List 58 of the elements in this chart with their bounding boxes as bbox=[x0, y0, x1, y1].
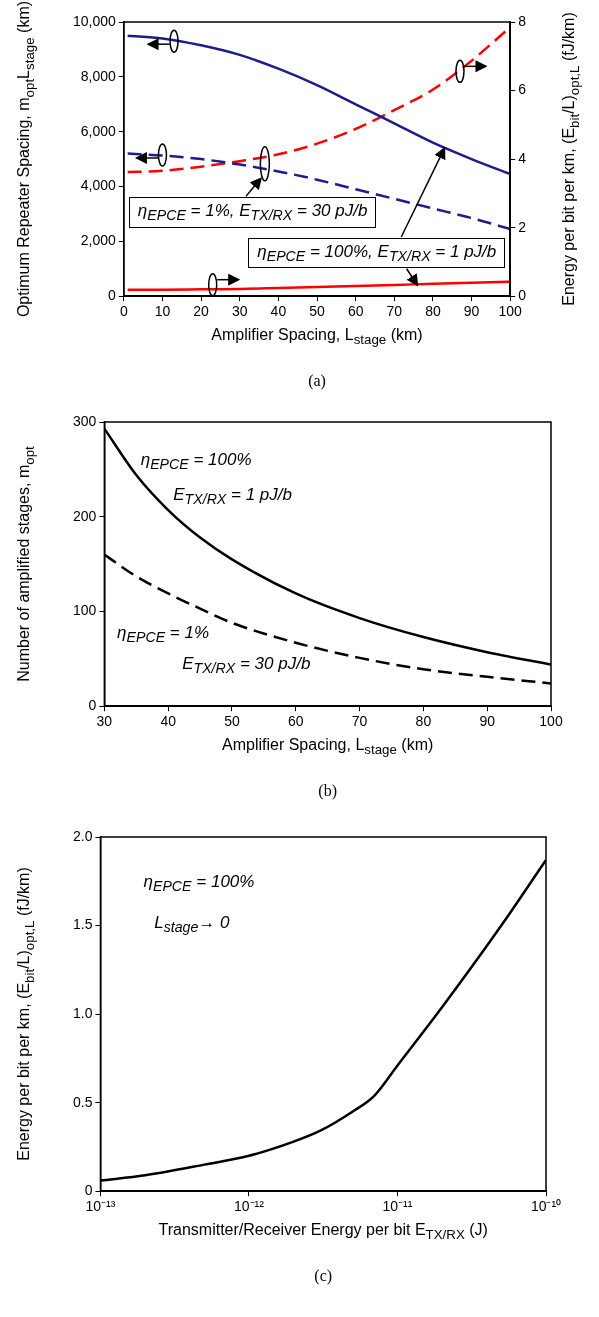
y2-tick-label: 4 bbox=[518, 149, 527, 166]
x-tick-label: 40 bbox=[160, 713, 177, 730]
y2-tick-label: 2 bbox=[518, 218, 527, 235]
y-tick-label: 8,000 bbox=[80, 67, 117, 84]
x-tick-label: 100 bbox=[498, 303, 523, 320]
text: (b) bbox=[318, 782, 337, 800]
x-axis-title: Transmitter/Receiver Energy per bit E$_{TX/RX}$ (J) bbox=[158, 1221, 488, 1243]
x-tick-label: 10⁻¹² bbox=[234, 1198, 265, 1215]
y-tick-label: 0 bbox=[88, 697, 97, 714]
annotation: E$_{TX/RX}$ = 30 pJ/b bbox=[182, 654, 311, 677]
x-tick-label: 50 bbox=[224, 713, 240, 730]
x-tick-label: 80 bbox=[425, 303, 441, 320]
text: (a) bbox=[308, 372, 326, 390]
y-tick-label: 6,000 bbox=[80, 122, 117, 139]
x-tick-label: 10⁻¹³ bbox=[85, 1198, 116, 1215]
y-tick-label: 2,000 bbox=[80, 232, 117, 249]
y-tick-label: 0.5 bbox=[72, 1093, 93, 1110]
line-series bbox=[126, 280, 511, 291]
y-tick-label: 1.0 bbox=[72, 1004, 93, 1021]
x-tick-label: 50 bbox=[309, 303, 326, 320]
x-tick-label: 20 bbox=[193, 303, 210, 320]
y-tick-label: 4,000 bbox=[80, 177, 117, 194]
x-tick-label: 70 bbox=[351, 713, 368, 730]
x-tick-label: 80 bbox=[415, 713, 432, 730]
y-tick-label: 200 bbox=[73, 507, 97, 524]
x-tick-label: 100 bbox=[539, 713, 563, 730]
annotation: η$_{EPCE}$ = 100%, E$_{TX/RX}$ = 1 pJ/b bbox=[248, 238, 506, 269]
x-tick-label: 70 bbox=[386, 303, 403, 320]
y-tick-label: 1.5 bbox=[72, 916, 93, 933]
y-tick-label: 0 bbox=[84, 1182, 93, 1199]
x-tick-label: 40 bbox=[270, 303, 287, 320]
y2-tick-label: 8 bbox=[518, 12, 527, 29]
x-tick-label: 10 bbox=[154, 303, 171, 320]
annotation: η$_{EPCE}$ = 1% bbox=[117, 622, 210, 646]
x-axis-title: Amplifier Spacing, L$_{stage}$ (km) bbox=[222, 736, 434, 758]
y-tick-label: 100 bbox=[73, 602, 97, 619]
y-tick-label: 2.0 bbox=[72, 827, 93, 844]
x-tick-label: 30 bbox=[96, 713, 113, 730]
annotation: η$_{EPCE}$ = 100% bbox=[143, 871, 255, 895]
x-tick-label: 60 bbox=[287, 713, 304, 730]
y2-tick-label: 0 bbox=[518, 287, 527, 304]
x-axis-title: Amplifier Spacing, L$_{stage}$ (km) bbox=[211, 326, 423, 348]
x-tick-label: 90 bbox=[479, 713, 496, 730]
y-tick-label: 10,000 bbox=[72, 12, 117, 29]
annotation: E$_{TX/RX}$ = 1 pJ/b bbox=[173, 484, 292, 508]
annotation: L$_{stage}$→ 0 bbox=[154, 912, 230, 935]
annotation: η$_{EPCE}$ = 1%, E$_{TX/RX}$ = 30 pJ/b bbox=[128, 197, 377, 228]
x-tick-label: 90 bbox=[463, 303, 480, 320]
x-tick-label: 0 bbox=[119, 303, 128, 320]
text: (c) bbox=[314, 1267, 333, 1285]
x-tick-label: 10⁻¹⁰ bbox=[530, 1198, 562, 1215]
x-tick-label: 60 bbox=[347, 303, 364, 320]
y-tick-label: 0 bbox=[108, 287, 117, 304]
x-tick-label: 10⁻¹¹ bbox=[382, 1198, 413, 1215]
y-tick-label: 300 bbox=[73, 412, 97, 429]
annotation: η$_{EPCE}$ = 100% bbox=[140, 449, 252, 473]
y2-tick-label: 6 bbox=[518, 81, 527, 98]
x-tick-label: 30 bbox=[231, 303, 248, 320]
